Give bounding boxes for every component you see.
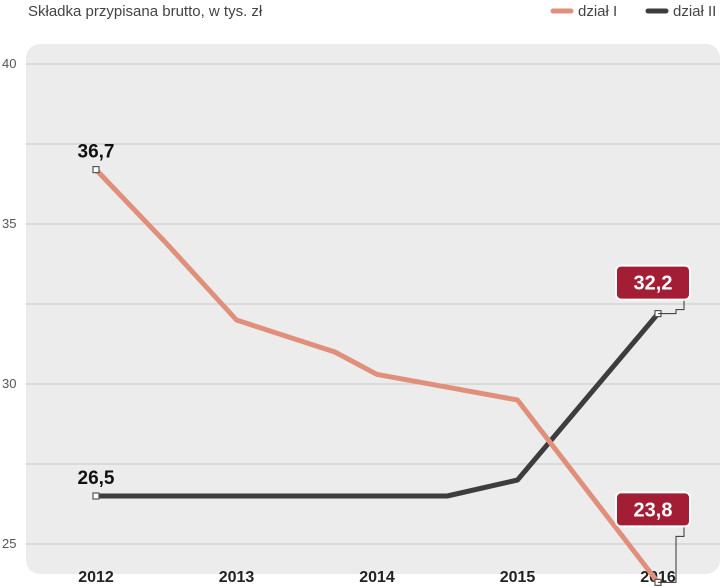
data-point-marker <box>92 166 100 174</box>
data-point-marker <box>92 492 100 500</box>
y-tick-label: 30 <box>2 376 16 391</box>
legend-label: dział I <box>578 3 617 20</box>
series-line-dzial-2 <box>93 311 661 499</box>
y-tick-label: 40 <box>2 56 16 71</box>
y-tick-label: 25 <box>2 536 16 551</box>
data-label: 36,7 <box>78 142 115 163</box>
data-label: 26,5 <box>78 468 115 489</box>
data-label-box <box>615 491 691 528</box>
x-tick-label: 2013 <box>219 569 255 586</box>
label-connector <box>658 299 685 315</box>
label-connector <box>658 526 685 583</box>
data-label: 32,2 <box>634 273 673 295</box>
series-line-dzial-1 <box>93 167 661 585</box>
y-tick-label: 35 <box>2 216 16 231</box>
x-tick-label: 2015 <box>500 569 536 586</box>
data-label: 23,8 <box>634 499 673 521</box>
x-tick-label: 2014 <box>359 569 395 586</box>
x-tick-label: 2012 <box>78 569 114 586</box>
legend-label: dział II <box>673 3 716 20</box>
chart-title: Składka przypisana brutto, w tys. zł <box>28 3 263 20</box>
data-label-box <box>615 264 691 301</box>
